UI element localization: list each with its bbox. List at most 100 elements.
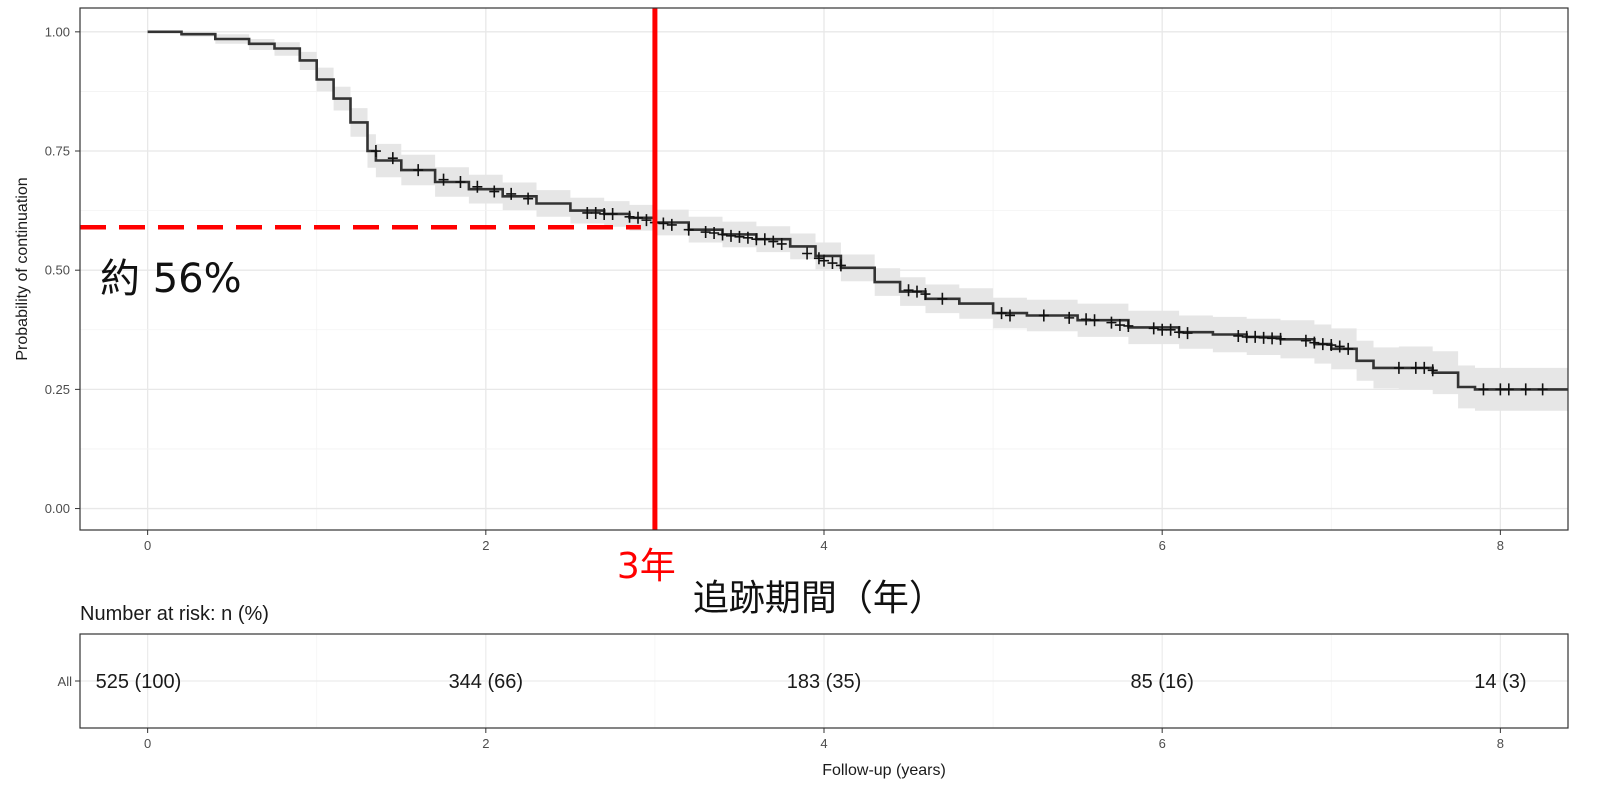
censor-mark [1038,309,1049,322]
censor-mark [1478,383,1489,396]
censor-mark [1537,383,1548,396]
censor-mark [523,192,534,205]
censor-mark [1165,323,1176,336]
censor-mark [1114,319,1125,332]
censor-mark [624,210,635,223]
censor-mark [1419,361,1430,374]
censor-mark [1174,326,1185,339]
censor-mark [1334,340,1345,353]
y-tick-label: 1.00 [45,24,70,39]
censor-mark [1148,322,1159,335]
censor-mark [1275,332,1286,345]
censor-mark [709,227,720,240]
censor-mark [1309,336,1320,349]
censor-mark [1258,331,1269,344]
three-year-label: 3年 [617,546,676,587]
annotation-lines [80,8,658,530]
censor-mark [455,176,466,188]
risk-table-gridlines [80,634,1568,728]
censor-mark [1233,329,1244,342]
censor-mark [776,237,787,250]
main-gridlines [80,8,1568,530]
percent-annotation: 約 56% [100,256,242,302]
risk-x-tick-label: 2 [482,736,489,751]
risk-row-label: All [58,674,73,689]
y-tick-label: 0.75 [45,144,70,159]
censor-mark [1343,342,1354,355]
censor-mark [1182,327,1193,340]
censor-mark [1241,330,1252,343]
risk-x-tick-label: 0 [144,736,151,751]
censor-mark [835,259,846,272]
censor-mark [438,173,449,186]
censor-mark [920,288,931,301]
censor-mark [683,223,694,236]
risk-value: 183 (35) [787,671,862,693]
censor-mark [827,257,838,270]
jp-axis-label: 追跡期間（年） [693,578,945,619]
censor-mark [1081,313,1092,326]
censor-mark [937,292,948,305]
y-tick-label: 0.50 [45,263,70,278]
y-axis-title: Probability of continuation [14,177,31,360]
censor-mark [370,145,381,158]
censor-mark [734,230,745,243]
risk-value: 85 (16) [1130,671,1193,693]
censor-mark [658,217,669,230]
censor-mark [1157,323,1168,336]
x-tick-label: 6 [1159,538,1166,553]
censor-mark [813,252,824,265]
censor-mark [633,211,643,224]
censor-mark [819,254,829,267]
x-tick-label: 0 [144,538,151,553]
y-tick-label: 0.25 [45,382,70,397]
censor-mark [582,206,593,219]
x-tick-label: 8 [1497,538,1504,553]
censor-mark [666,218,677,231]
censor-mark [1250,330,1261,343]
risk-x-axis-ticks: 0 2 4 6 8 [144,728,1504,751]
censor-mark [1064,311,1075,324]
censor-mark [1089,314,1100,327]
censor-mark [1326,339,1337,352]
censor-mark [472,180,483,193]
censor-mark [996,307,1007,320]
risk-x-tick-label: 6 [1159,736,1166,751]
censor-mark [802,247,813,260]
censor-mark [1300,334,1311,347]
risk-table-values: 525 (100) 344 (66) 183 (35) 85 (16) 14 (3) [96,671,1527,693]
censor-mark [413,164,424,177]
censor-mark [726,229,736,242]
censor-mark [1393,361,1404,374]
confidence-band [147,31,1569,411]
risk-value: 525 (100) [96,671,182,693]
censor-mark [1106,316,1117,329]
risk-table-title: Number at risk: n (%) [80,603,269,625]
censor-mark [1495,383,1506,396]
risk-value: 14 (3) [1474,671,1526,693]
y-axis-ticks: 0.00 0.25 0.50 0.75 1.00 [45,24,80,516]
x-axis-ticks: 0 2 4 6 8 [144,530,1504,553]
censor-mark [590,206,601,219]
censor-mark [599,207,610,220]
censor-mark [742,231,753,244]
censor-mark [1317,338,1328,351]
censor-mark [717,228,728,241]
x-tick-label: 2 [482,538,489,553]
censor-mark [903,284,914,297]
censor-mark [759,233,770,246]
y-tick-label: 0.00 [45,501,70,516]
risk-x-tick-label: 4 [820,736,827,751]
censor-mark [1427,364,1438,377]
censor-mark [751,233,762,246]
censor-marks [370,145,1548,396]
censor-mark [607,207,618,220]
risk-x-tick-label: 8 [1497,736,1504,751]
x-tick-label: 4 [820,538,827,553]
censor-mark [1503,383,1514,396]
x-axis-title: Follow-up (years) [822,762,946,779]
censor-mark [387,152,398,165]
risk-value: 344 (66) [449,671,524,693]
censor-mark [1005,309,1015,322]
